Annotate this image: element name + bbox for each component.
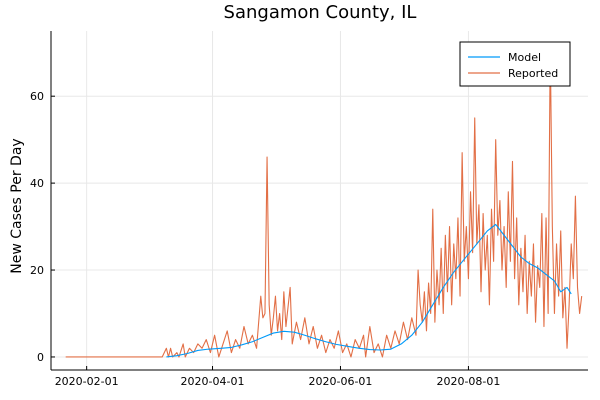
legend-label-model: Model [508, 51, 541, 64]
y-tick-label: 40 [30, 177, 44, 190]
chart-title: Sangamon County, IL [224, 2, 417, 23]
legend-label-reported: Reported [508, 67, 558, 80]
legend-box [459, 41, 571, 87]
y-tick-label: 20 [30, 264, 44, 277]
legend: Model Reported [459, 41, 571, 87]
x-tick-label: 2020-08-01 [436, 375, 500, 388]
y-axis-label: New Cases Per Day [9, 138, 25, 273]
axes [50, 31, 588, 371]
x-tick-label: 2020-04-01 [181, 375, 245, 388]
y-tick-label: 60 [30, 90, 44, 103]
series-line-reported [65, 43, 583, 358]
plot-area [65, 43, 583, 358]
series-line-model [166, 223, 572, 358]
x-tick-label: 2020-02-01 [55, 375, 119, 388]
x-tick-label: 2020-06-01 [309, 375, 373, 388]
tick-labels: 2020-02-01 2020-04-01 2020-06-01 2020-08-01… [30, 90, 500, 388]
y-tick-label: 0 [37, 351, 44, 364]
